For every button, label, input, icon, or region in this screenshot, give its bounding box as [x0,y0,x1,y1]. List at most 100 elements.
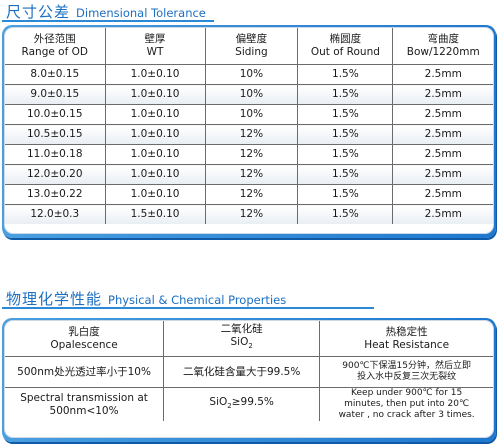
cell-opalescence-cn: 500nm处光透过率小于10% [5,356,165,388]
cell-sio2-en: SiO2≥99.5% [163,387,321,421]
cell-wt: 1.5±0.10 [104,204,206,224]
cell-line: Spectral transmission at [20,391,148,404]
header-out-of-round: 椭圆度 Out of Round [297,28,394,65]
header-heat-resistance: 热稳定性 Heat Resistance [319,321,493,357]
section-title-en: Physical & Chemical Properties [108,293,287,307]
cell-siding: 10% [204,64,299,85]
cell-bow: 2.5mm [392,164,493,185]
section-title-cn: 尺寸公差 [6,3,71,21]
physical-chemical-table: 乳白度 Opalescence 二氧化硅 SiO2 热稳定性 Heat Resi… [2,318,496,442]
header-en: Out of Round [310,46,380,58]
cell-line: water , no crack after 3 times. [338,410,475,420]
header-sio2: 二氧化硅 SiO2 [163,321,321,357]
header-cn: 壁厚 [144,33,166,45]
dimensional-tolerance-table: 外径范围 Range of OD 壁厚 WT 偏壁度 Siding 椭圆度 Out of Ro… [2,25,496,238]
cell-bow: 2.5mm [392,144,493,165]
cell-range-od: 11.0±0.18 [5,144,106,165]
header-range-od: 外径范围 Range of OD [5,28,106,65]
cell-heat-en: Keep under 900℃ for 15 minutes, then put… [319,387,493,421]
tolerance-table: 外径范围 Range of OD 壁厚 WT 偏壁度 Siding 椭圆度 Out of Ro… [5,28,493,224]
cell-wt: 1.0±0.10 [104,84,206,105]
cell-out-of-round: 1.5% [297,144,394,165]
table-row: 13.0±0.22 1.0±0.10 12% 1.5% 2.5mm [5,184,493,205]
cell-bow: 2.5mm [392,84,493,105]
cell-wt: 1.0±0.10 [104,104,206,125]
cell-wt: 1.0±0.10 [104,124,206,145]
table-row: 9.0±0.15 1.0±0.10 10% 1.5% 2.5mm [5,84,493,105]
header-en: Bow/1220mm [406,46,480,58]
cell-out-of-round: 1.5% [297,164,394,185]
cell-out-of-round: 1.5% [297,124,394,145]
section-title-en: Dimensional Tolerance [76,6,206,20]
cell-siding: 10% [204,104,299,125]
header-cn: 弯曲度 [427,33,459,45]
section-title-cn: 物理化学性能 [6,290,103,308]
cell-range-od: 13.0±0.22 [5,184,106,205]
table-row: 12.0±0.20 1.0±0.10 12% 1.5% 2.5mm [5,164,493,185]
cell-range-od: 10.5±0.15 [5,124,106,145]
header-cn: 二氧化硅 [220,323,263,336]
sio-value: ≥99.5% [231,395,274,408]
header-cn: 椭圆度 [329,33,362,45]
cell-out-of-round: 1.5% [297,84,394,105]
cell-bow: 2.5mm [392,124,493,145]
cell-bow: 2.5mm [392,64,493,85]
header-en: Heat Resistance [364,338,450,351]
properties-table: 乳白度 Opalescence 二氧化硅 SiO2 热稳定性 Heat Resi… [5,321,493,421]
header-cn: 外径范围 [33,33,76,45]
header-opalescence: 乳白度 Opalescence [5,321,165,357]
cell-range-od: 9.0±0.15 [5,84,106,105]
cell-wt: 1.0±0.10 [104,184,206,205]
cell-wt: 1.0±0.10 [104,164,206,185]
header-cn: 乳白度 [68,325,100,338]
cell-line: minutes, then put into 20℃ [344,399,470,409]
section-title-physical-chemical: 物理化学性能 Physical & Chemical Properties [6,288,286,309]
cell-siding: 12% [204,144,299,165]
cell-line: 900℃下保温15分钟，然后立即 [342,361,471,371]
cell-siding: 12% [204,204,299,224]
cell-range-od: 12.0±0.3 [5,204,106,224]
cell-wt: 1.0±0.10 [104,64,206,85]
cell-opalescence-en: Spectral transmission at 500nm<10% [5,387,165,421]
section-title-dimensional-tolerance: 尺寸公差 Dimensional Tolerance [6,1,206,22]
header-siding: 偏壁度 Siding [204,28,299,65]
header-bow: 弯曲度 Bow/1220mm [392,28,493,65]
cell-range-od: 8.0±0.15 [5,64,106,85]
sio-text: SiO [209,395,228,408]
table-row-en: Spectral transmission at 500nm<10% SiO2≥… [5,387,493,421]
header-en: Range of OD [21,46,88,58]
cell-bow: 2.5mm [392,184,493,205]
cell-bow: 2.5mm [392,104,493,125]
cell-siding: 12% [204,164,299,185]
header-wt: 壁厚 WT [104,28,206,65]
table-row: 10.5±0.15 1.0±0.10 12% 1.5% 2.5mm [5,124,493,145]
cell-siding: 10% [204,84,299,105]
cell-range-od: 10.0±0.15 [5,104,106,125]
table-row: 12.0±0.3 1.5±0.10 12% 1.5% 2.5mm [5,204,493,224]
table-header-row: 乳白度 Opalescence 二氧化硅 SiO2 热稳定性 Heat Resi… [5,321,493,357]
cell-heat-cn: 900℃下保温15分钟，然后立即 投入水中反复三次无裂纹 [319,356,493,388]
table-header-row: 外径范围 Range of OD 壁厚 WT 偏壁度 Siding 椭圆度 Out of Ro… [5,28,493,65]
table-row: 11.0±0.18 1.0±0.10 12% 1.5% 2.5mm [5,144,493,165]
cell-line: 投入水中反复三次无裂纹 [357,372,457,382]
sio-text: SiO [230,336,249,349]
table-row: 10.0±0.15 1.0±0.10 10% 1.5% 2.5mm [5,104,493,125]
header-en: Opalescence [50,338,118,351]
header-en: SiO2 [164,336,319,353]
cell-range-od: 12.0±0.20 [5,164,106,185]
cell-siding: 12% [204,124,299,145]
header-cn: 偏壁度 [235,33,268,45]
cell-line: Keep under 900℃ for 15 [351,388,463,398]
subscript-2: 2 [227,402,232,411]
cell-bow: 2.5mm [392,204,493,224]
cell-out-of-round: 1.5% [297,184,394,205]
title-underline [2,20,214,22]
header-cn: 热稳定性 [385,325,428,338]
cell-out-of-round: 1.5% [297,204,394,224]
cell-sio2-cn: 二氧化硅含量大于99.5% [163,356,321,388]
cell-line: 500nm<10% [49,404,119,417]
table-row: 8.0±0.15 1.0±0.10 10% 1.5% 2.5mm [5,64,493,85]
header-en: WT [146,46,164,58]
cell-siding: 12% [204,184,299,205]
cell-wt: 1.0±0.10 [104,144,206,165]
